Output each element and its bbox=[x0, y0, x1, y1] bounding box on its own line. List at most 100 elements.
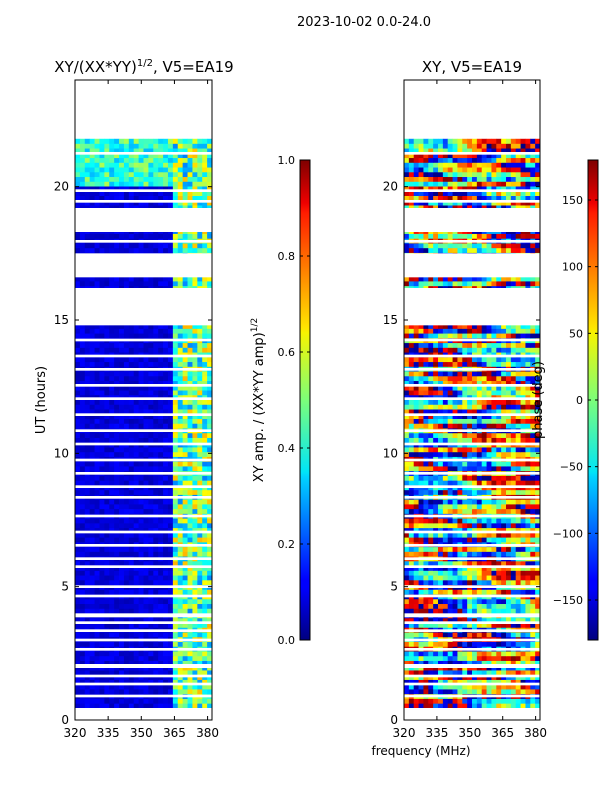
heatmap-cell bbox=[408, 537, 415, 543]
heatmap-cell bbox=[128, 162, 135, 168]
colorbar-tick-label: 0.4 bbox=[278, 442, 296, 455]
heatmap-cell bbox=[89, 670, 95, 676]
heatmap-cell bbox=[148, 361, 154, 367]
heatmap-cell bbox=[481, 698, 487, 704]
heatmap-cell bbox=[192, 423, 198, 429]
heatmap-cell bbox=[119, 418, 125, 424]
heatmap-cell bbox=[452, 551, 458, 557]
heatmap-cell bbox=[187, 575, 193, 581]
heatmap-cell bbox=[496, 546, 502, 552]
heatmap-cell bbox=[476, 546, 483, 552]
heatmap-cell bbox=[123, 660, 130, 666]
heatmap-cell bbox=[408, 527, 415, 533]
heatmap-cell bbox=[133, 689, 139, 695]
heatmap-cell bbox=[109, 622, 115, 628]
heatmap-cell bbox=[207, 328, 213, 334]
heatmap-cell bbox=[428, 575, 434, 581]
heatmap-cell bbox=[202, 195, 208, 201]
heatmap-cell bbox=[84, 404, 91, 410]
heatmap-cell bbox=[75, 679, 81, 685]
heatmap-cell bbox=[197, 589, 203, 595]
phase-heatmap bbox=[404, 80, 541, 712]
heatmap-cell bbox=[133, 651, 139, 657]
heatmap-cell bbox=[128, 546, 135, 552]
heatmap-cell bbox=[143, 518, 149, 524]
heatmap-cell bbox=[506, 508, 512, 514]
heatmap-cell bbox=[423, 689, 429, 695]
heatmap-cell bbox=[104, 380, 110, 386]
heatmap-cell bbox=[89, 328, 95, 334]
heatmap-cell bbox=[404, 466, 410, 472]
heatmap-cell bbox=[462, 575, 468, 581]
heatmap-cell bbox=[496, 641, 502, 647]
heatmap-cell bbox=[197, 655, 203, 661]
heatmap-cell bbox=[114, 328, 120, 334]
heatmap-cell bbox=[413, 522, 419, 529]
heatmap-cell bbox=[207, 205, 213, 211]
heatmap-cell bbox=[143, 532, 149, 538]
heatmap-cell bbox=[182, 247, 188, 253]
heatmap-cell bbox=[486, 499, 492, 505]
heatmap-cell bbox=[89, 579, 95, 586]
heatmap-cell bbox=[506, 451, 512, 457]
heatmap-cell bbox=[457, 603, 463, 609]
heatmap-cell bbox=[109, 475, 115, 481]
heatmap-cell bbox=[94, 167, 100, 173]
heatmap-cell bbox=[172, 375, 179, 382]
heatmap-cell bbox=[428, 603, 434, 609]
heatmap-cell bbox=[163, 527, 169, 533]
heatmap-cell bbox=[109, 423, 115, 429]
heatmap-cell bbox=[75, 167, 81, 173]
heatmap-cell bbox=[84, 570, 91, 576]
heatmap-cell bbox=[496, 560, 502, 567]
heatmap-cell bbox=[133, 205, 139, 211]
heatmap-cell bbox=[143, 356, 149, 363]
heatmap-cell bbox=[452, 679, 458, 685]
data-gap bbox=[75, 496, 212, 499]
heatmap-cell bbox=[75, 475, 81, 481]
heatmap-cell bbox=[153, 281, 159, 287]
heatmap-cell bbox=[452, 480, 458, 486]
heatmap-cell bbox=[202, 233, 208, 239]
heatmap-cell bbox=[109, 518, 115, 524]
heatmap-cell bbox=[143, 148, 149, 154]
heatmap-cell bbox=[413, 651, 419, 657]
heatmap-cell bbox=[84, 385, 91, 391]
heatmap-cell bbox=[158, 632, 164, 638]
heatmap-cell bbox=[476, 651, 483, 657]
heatmap-cell bbox=[163, 171, 169, 178]
heatmap-cell bbox=[123, 655, 130, 661]
heatmap-cell bbox=[207, 475, 213, 481]
heatmap-cell bbox=[148, 342, 154, 348]
heatmap-cell bbox=[99, 323, 105, 329]
heatmap-cell bbox=[94, 200, 100, 206]
heatmap-cell bbox=[143, 689, 149, 695]
heatmap-cell bbox=[128, 361, 135, 367]
heatmap-cell bbox=[104, 499, 110, 505]
heatmap-cell bbox=[172, 651, 179, 657]
heatmap-cell bbox=[197, 560, 203, 567]
heatmap-cell bbox=[447, 660, 453, 666]
heatmap-cell bbox=[197, 632, 203, 638]
heatmap-cell bbox=[119, 532, 125, 538]
heatmap-cell bbox=[172, 347, 179, 353]
heatmap-cell bbox=[79, 342, 86, 348]
heatmap-cell bbox=[158, 375, 164, 382]
heatmap-cell bbox=[133, 375, 139, 382]
heatmap-cell bbox=[525, 451, 531, 457]
heatmap-cell bbox=[172, 233, 179, 239]
heatmap-cell bbox=[119, 432, 125, 438]
heatmap-cell bbox=[520, 508, 526, 514]
heatmap-cell bbox=[99, 328, 105, 334]
heatmap-cell bbox=[192, 570, 198, 576]
heatmap-cell bbox=[202, 399, 208, 405]
heatmap-cell bbox=[506, 670, 512, 676]
heatmap-cell bbox=[202, 138, 208, 144]
heatmap-cell bbox=[167, 399, 174, 405]
heatmap-cell bbox=[148, 598, 154, 605]
heatmap-cell bbox=[94, 437, 100, 443]
heatmap-cell bbox=[476, 660, 483, 666]
heatmap-cell bbox=[109, 579, 115, 586]
heatmap-cell bbox=[89, 323, 95, 329]
heatmap-cell bbox=[153, 418, 159, 424]
